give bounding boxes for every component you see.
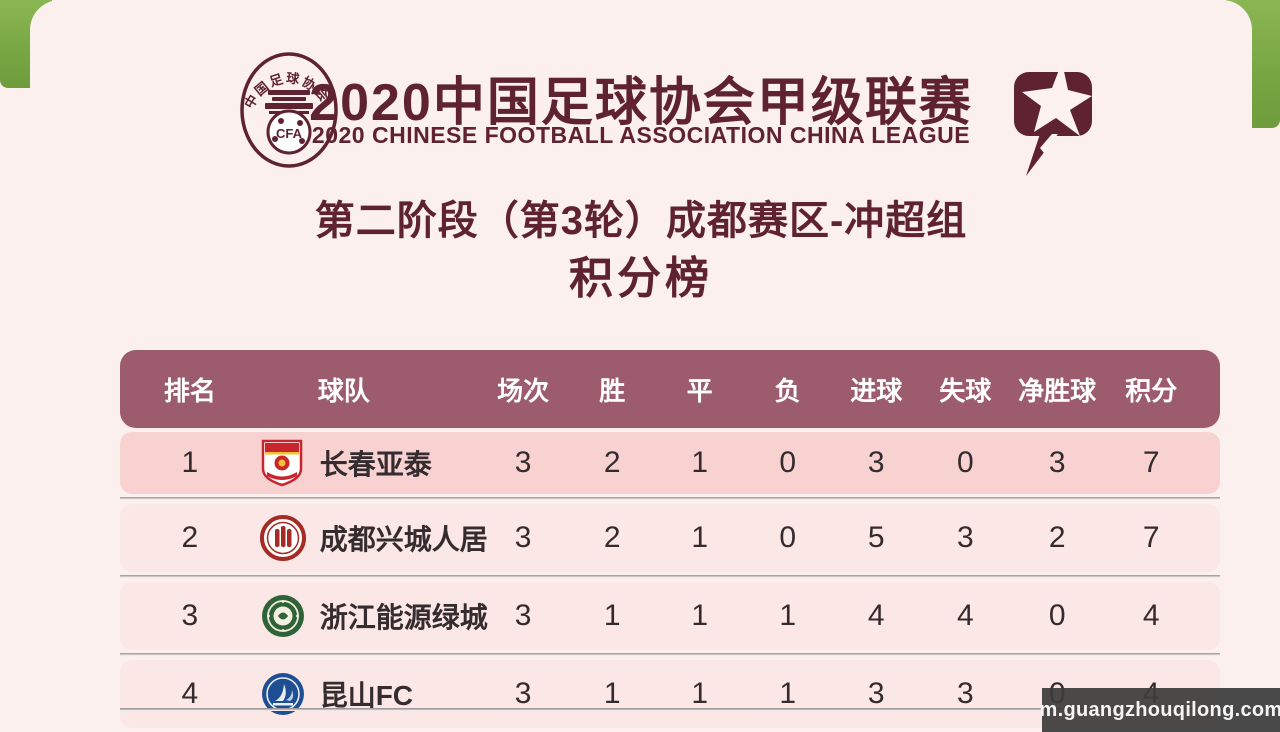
cell-goal-diff: 2 [1048,521,1066,554]
cell-goals-against: 4 [956,599,974,632]
cell-goal-diff: 3 [1048,446,1066,479]
cfa-crest-icon: 中国足球协会 CFA [240,52,338,168]
cell-goals-against: 3 [956,677,974,710]
header-points: 积分 [1125,375,1178,406]
table-row: 4 昆山FC 3 1 1 1 [120,660,1220,728]
cell-won: 2 [603,521,621,554]
cell-team: 长春亚泰 [260,438,478,488]
cell-team-name: 浙江能源绿城 [319,602,488,633]
cell-drawn: 1 [691,521,709,554]
cell-drawn: 1 [691,677,709,710]
cell-lost: 0 [779,446,797,479]
changchun-yatai-badge-icon [260,438,306,488]
cell-played: 3 [514,599,532,632]
cell-team: 浙江能源绿城 [260,591,488,641]
cell-rank: 1 [181,446,199,479]
cell-rank: 3 [181,599,199,632]
cell-drawn: 1 [691,446,709,479]
cell-won: 1 [603,599,621,632]
cell-team-name: 长春亚泰 [319,449,432,480]
chengdu-xingcheng-badge-icon [259,513,306,563]
kunshan-fc-badge-icon [260,669,306,719]
cell-team-name: 成都兴城人居 [319,524,488,555]
header-lost: 负 [774,375,801,406]
table-row: 3 浙江能源绿城 [120,582,1220,650]
cell-rank: 2 [181,521,199,554]
table-row: 1 长春亚泰 3 2 [120,432,1220,494]
cell-goals-against: 3 [956,521,974,554]
zhejiang-greentown-badge-icon [260,591,306,641]
row-divider [120,653,1220,656]
cell-goals-for: 3 [867,677,885,710]
cell-rank: 4 [181,677,199,710]
cell-played: 3 [514,677,532,710]
table-header-row: 排名 球队 场次 胜 平 负 进球 失球 净胜球 积分 [120,350,1220,428]
cell-lost: 0 [779,521,797,554]
cell-goals-against: 0 [956,446,974,479]
china-league-one-star-logo [1014,62,1092,176]
cell-lost: 1 [779,677,797,710]
cell-won: 2 [603,446,621,479]
league-title-cn: 2020中国足球协会甲级联赛 [309,74,973,132]
cell-played: 3 [514,446,532,479]
cell-drawn: 1 [691,599,709,632]
header-team: 球队 [317,375,370,406]
cell-team: 成都兴城人居 [259,513,488,563]
table-row: 2 成都兴城人居 3 2 1 0 [120,504,1220,572]
cell-team: 昆山FC [260,669,478,719]
cell-goals-for: 3 [867,446,885,479]
cell-goals-for: 5 [867,521,885,554]
row-divider [120,708,1220,711]
cell-lost: 1 [779,599,797,632]
cell-points: 7 [1142,446,1160,479]
row-divider [120,497,1220,500]
cfa-label: CFA [276,126,303,141]
cell-goal-diff: 0 [1048,599,1066,632]
watermark-text: m.guangzhouqilong.com [1039,698,1280,721]
standings-table: 排名 球队 场次 胜 平 负 进球 失球 净胜球 积分 1 [120,350,1220,728]
row-divider [120,575,1220,578]
header-drawn: 平 [686,375,713,406]
poster-card: 中国足球协会 CFA 2020中国足球协会甲级联赛 2020 CHINESE F… [30,0,1252,732]
cell-points: 7 [1142,521,1160,554]
star-glyph [1022,62,1092,136]
cell-won: 1 [603,677,621,710]
league-title-en: 2020 CHINESE FOOTBALL ASSOCIATION CHINA … [311,122,971,148]
header-won: 胜 [599,375,626,406]
cell-played: 3 [514,521,532,554]
header-goals-against: 失球 [939,375,992,406]
stage-round-title: 第二阶段（第3轮）成都赛区-冲超组 [314,199,968,243]
cell-team-name: 昆山FC [319,680,414,711]
standings-board-title: 积分榜 [569,254,713,303]
header-played: 场次 [497,375,550,406]
header-rank: 排名 [163,375,216,406]
cell-goals-for: 4 [867,599,885,632]
cell-points: 4 [1142,599,1160,632]
header-goal-diff: 净胜球 [1018,375,1097,406]
watermark: m.guangzhouqilong.com [1039,688,1280,732]
header-goals-for: 进球 [850,375,903,406]
